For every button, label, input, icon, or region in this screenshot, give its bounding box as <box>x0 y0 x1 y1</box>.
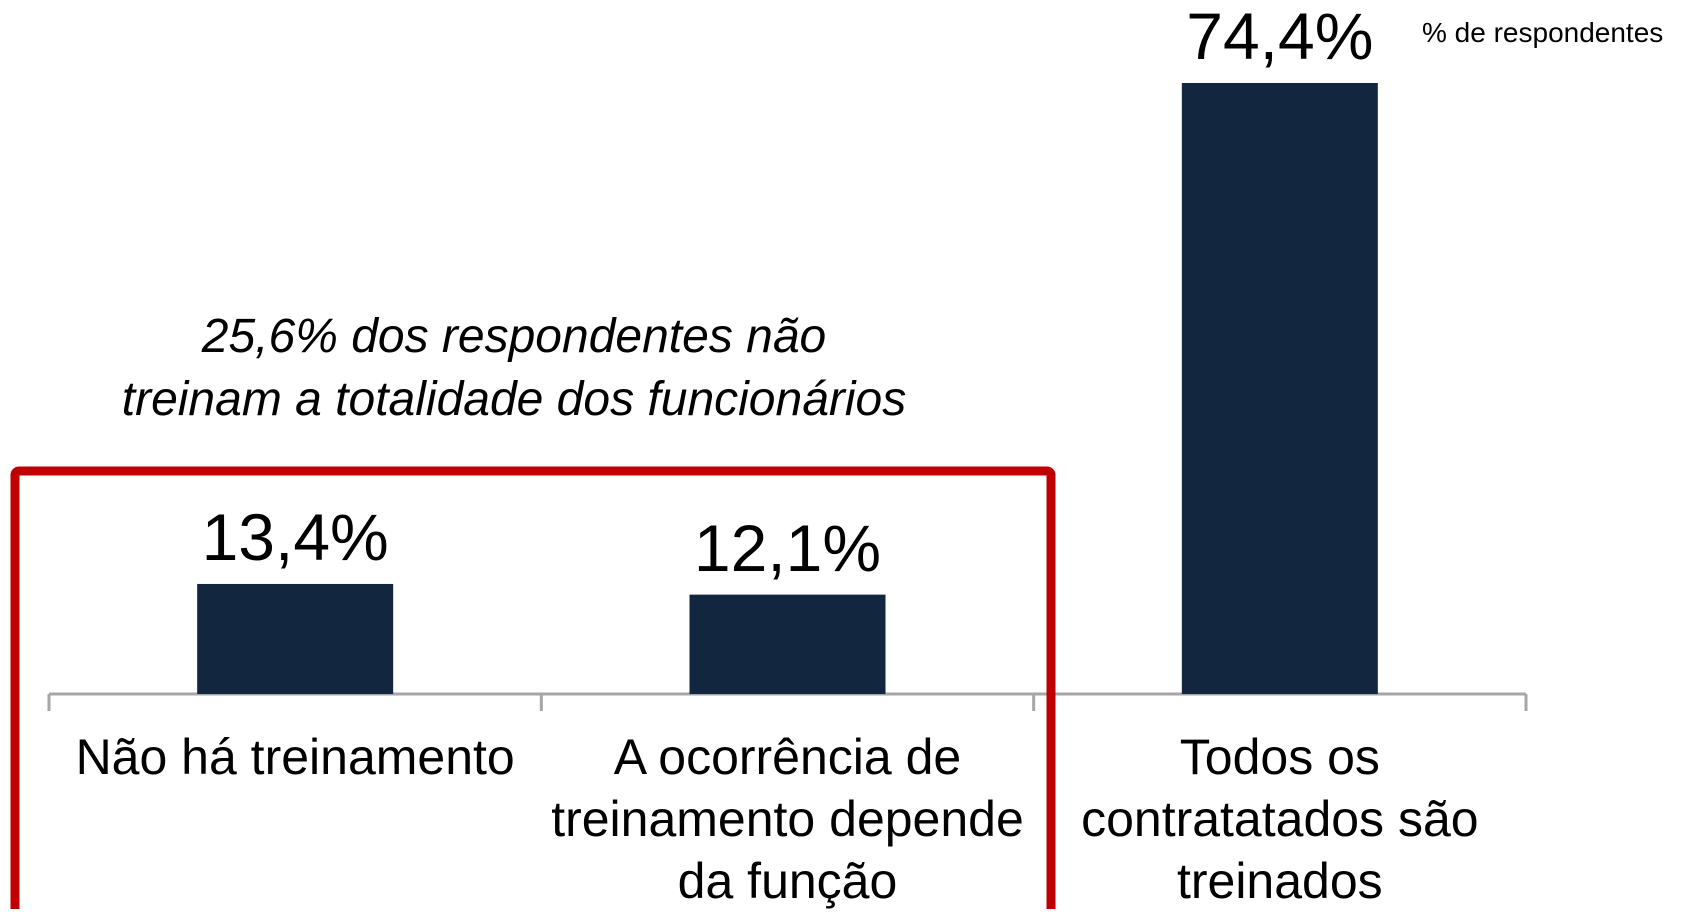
bar <box>1181 83 1378 694</box>
value-label: 74,4% <box>1186 0 1374 73</box>
unit-label: % de respondentes <box>1422 17 1664 48</box>
value-label: 13,4% <box>201 499 389 574</box>
x-tick-label: Não há treinamento <box>75 729 515 785</box>
annotation: 25,6% dos respondentes não treinam a tot… <box>121 310 907 426</box>
highlight-box <box>10 466 1056 909</box>
value-label: 12,1% <box>693 510 882 585</box>
x-tick-label: A ocorrência de treinamento depende da f… <box>551 729 1024 909</box>
bar <box>689 594 886 694</box>
x-tick-label: Todos os contratatados são treinados <box>1081 729 1479 909</box>
bar <box>197 583 394 694</box>
